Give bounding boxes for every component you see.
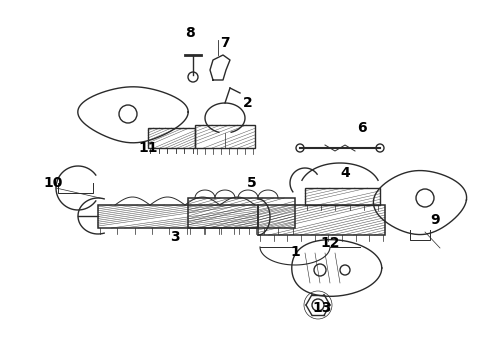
Text: 6: 6 <box>357 121 367 135</box>
Text: 11: 11 <box>138 141 158 155</box>
Text: 12: 12 <box>320 236 340 250</box>
Bar <box>258 205 385 235</box>
Text: 1: 1 <box>290 245 300 259</box>
Text: 13: 13 <box>312 301 332 315</box>
Bar <box>98 205 258 228</box>
Text: 7: 7 <box>220 36 230 50</box>
Text: 4: 4 <box>340 166 350 180</box>
Bar <box>188 198 295 228</box>
Text: 3: 3 <box>170 230 180 244</box>
Text: 9: 9 <box>430 213 440 227</box>
Bar <box>195 125 255 148</box>
Text: 2: 2 <box>243 96 253 110</box>
Bar <box>305 188 380 205</box>
Text: 5: 5 <box>247 176 257 190</box>
Text: 8: 8 <box>185 26 195 40</box>
Bar <box>148 128 195 148</box>
Text: 10: 10 <box>43 176 63 190</box>
